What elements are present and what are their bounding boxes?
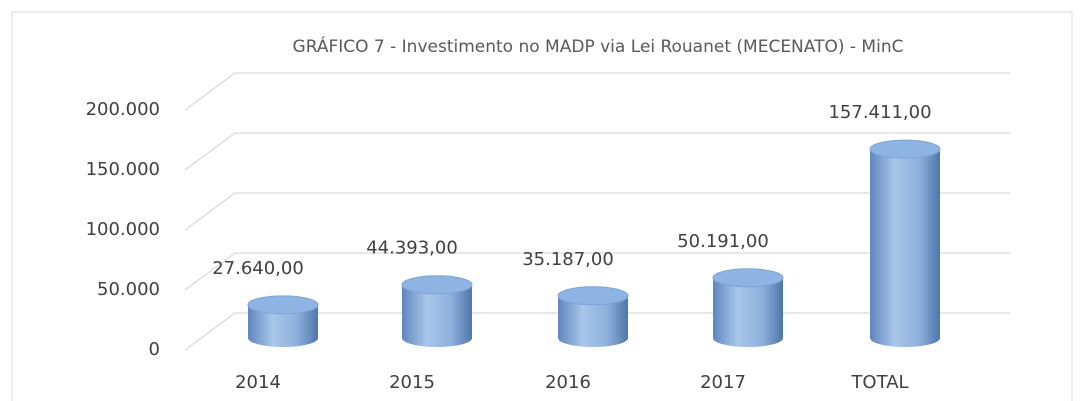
grid-line: [184, 192, 1010, 231]
bar-body: [558, 295, 628, 347]
y-tick-label: 200.000: [86, 99, 160, 120]
x-tick-label: TOTAL: [850, 372, 908, 393]
bar-top: [247, 295, 319, 315]
bar-body: [402, 284, 472, 347]
bar-body: [870, 149, 940, 347]
chart-border: [11, 11, 1073, 401]
bar-top: [869, 139, 941, 159]
y-tick-label: 100.000: [86, 219, 160, 240]
y-tick-label: 0: [149, 339, 160, 360]
bar-top: [557, 286, 629, 306]
grid-line: [184, 72, 1010, 111]
bar-top: [712, 268, 784, 288]
y-tick-label: 50.000: [97, 279, 160, 300]
value-label: 27.640,00: [212, 258, 304, 279]
value-label: 35.187,00: [522, 249, 614, 270]
bar-body: [248, 304, 318, 347]
grid-line: [184, 252, 1010, 291]
y-tick-label: 150.000: [86, 159, 160, 180]
grid-line: [184, 132, 1010, 171]
value-label: 50.191,00: [677, 231, 769, 252]
x-tick-label: 2016: [545, 372, 591, 393]
bar-body: [713, 277, 783, 347]
x-tick-label: 2017: [700, 372, 746, 393]
value-label: 44.393,00: [366, 238, 458, 259]
bar-top: [401, 275, 473, 295]
chart-title: GRÁFICO 7 - Investimento no MADP via Lei…: [293, 35, 904, 57]
x-tick-label: 2014: [235, 372, 281, 393]
value-label: 157.411,00: [828, 102, 931, 123]
x-tick-label: 2015: [389, 372, 435, 393]
